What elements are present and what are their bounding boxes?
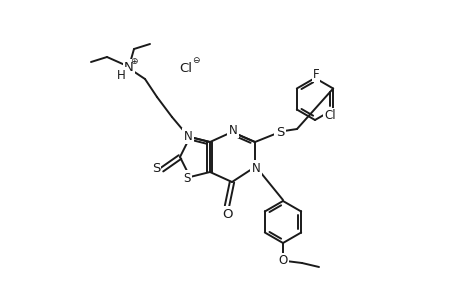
Text: ⊖: ⊖ [192, 56, 199, 64]
Text: S: S [275, 125, 284, 139]
Text: O: O [222, 208, 233, 220]
Text: F: F [312, 68, 319, 80]
Text: N: N [251, 161, 260, 175]
Text: ⊕: ⊕ [130, 56, 137, 65]
Text: H: H [117, 68, 125, 82]
Text: Cl: Cl [179, 61, 192, 74]
Text: N: N [183, 130, 192, 142]
Text: S: S [183, 172, 190, 184]
Text: S: S [151, 162, 160, 175]
Text: Cl: Cl [324, 109, 335, 122]
Text: O: O [278, 254, 287, 268]
Text: N: N [228, 124, 237, 136]
Text: N: N [124, 61, 134, 74]
